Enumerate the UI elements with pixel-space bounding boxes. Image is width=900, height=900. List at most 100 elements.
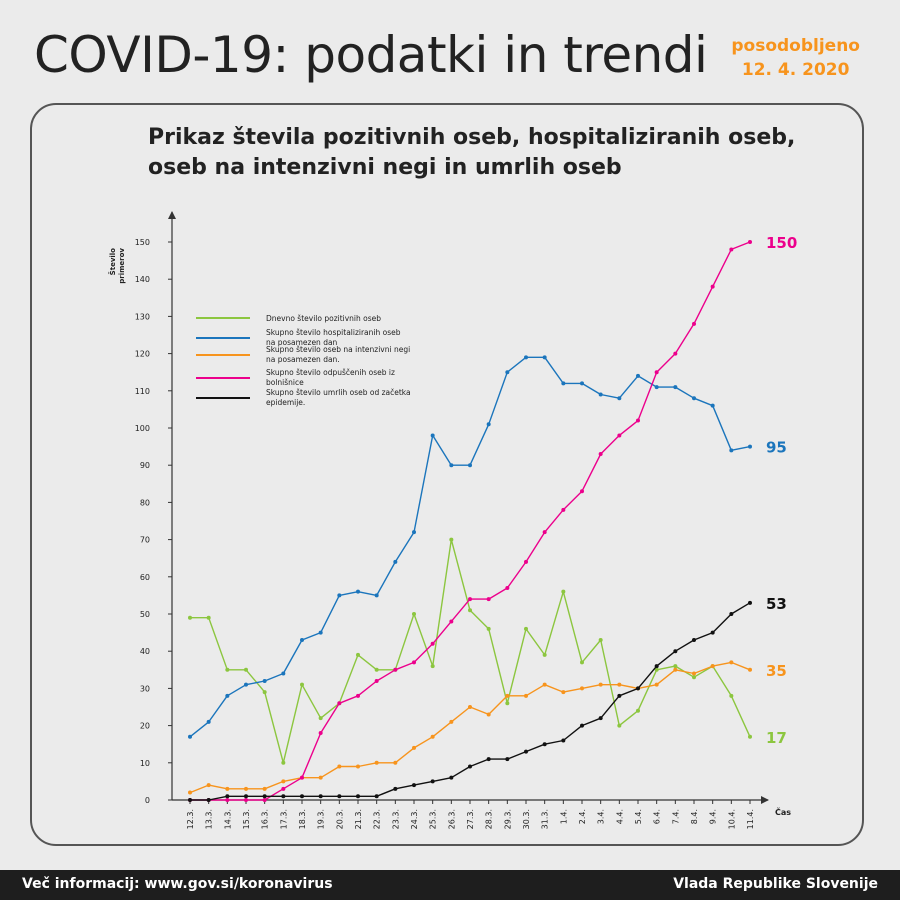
x-tick-label: 17.3. <box>279 809 288 829</box>
data-point <box>729 660 734 665</box>
data-point <box>374 678 379 683</box>
data-point <box>505 701 510 706</box>
y-tick-label: 150 <box>135 238 150 247</box>
line-chart: 0 10 20 30 40 50 60 70 80 90 100 110 120 130 140 150 Šte… <box>108 211 797 829</box>
footer-more-info: Več informacij: www.gov.si/koronavirus <box>22 876 333 892</box>
data-point <box>281 786 286 791</box>
series-end-label: 35 <box>766 662 787 680</box>
data-point <box>300 794 304 799</box>
x-tick-label: 26.3. <box>447 809 456 829</box>
data-point <box>393 786 398 791</box>
data-point <box>673 667 678 672</box>
data-point <box>206 798 211 802</box>
data-point <box>412 745 416 750</box>
data-point <box>337 764 342 769</box>
y-tick-label: 80 <box>140 498 150 507</box>
x-tick-label: 25.3. <box>429 809 438 829</box>
data-point <box>318 775 323 780</box>
data-point <box>393 667 398 672</box>
data-point <box>225 794 230 799</box>
data-point <box>468 463 472 468</box>
data-point <box>524 693 528 698</box>
data-point <box>598 716 603 721</box>
data-point <box>244 667 248 672</box>
data-point <box>468 764 472 769</box>
data-point <box>244 794 248 799</box>
updated-info: posodobljeno 12. 4. 2020 <box>731 34 860 82</box>
data-point <box>561 381 566 386</box>
data-point <box>393 760 398 765</box>
data-point <box>281 779 286 784</box>
series-end-label: 53 <box>766 595 787 613</box>
data-point <box>318 716 323 721</box>
x-tick-label: 8.4. <box>690 809 699 824</box>
data-point <box>374 760 379 765</box>
x-tick-label: 23.3. <box>391 809 400 829</box>
data-point <box>486 712 491 717</box>
x-tick-label: 20.3. <box>335 809 344 829</box>
data-point <box>748 240 752 244</box>
y-axis-label-line2: primerov <box>118 248 126 284</box>
data-point <box>561 738 566 743</box>
x-tick-label: 9.4. <box>709 809 718 824</box>
data-point <box>486 597 491 602</box>
data-point <box>654 370 659 375</box>
x-tick-label: 15.3. <box>242 809 251 829</box>
data-point <box>374 593 379 598</box>
x-tick-label: 12.3. <box>186 809 195 829</box>
data-point <box>654 667 659 672</box>
footer-bar: Več informacij: www.gov.si/koronavirus V… <box>0 870 900 900</box>
x-tick-label: 28.3. <box>485 809 494 829</box>
series-line <box>190 602 751 801</box>
data-point <box>262 798 267 802</box>
x-tick-label: 27.3. <box>466 809 475 829</box>
x-tick-label: 31.3. <box>541 809 550 829</box>
data-point <box>318 794 323 799</box>
data-point <box>262 794 267 799</box>
x-tick-label: 21.3. <box>354 809 363 829</box>
data-point <box>561 507 566 512</box>
data-point <box>468 608 472 613</box>
data-point <box>617 396 622 401</box>
data-point <box>673 664 678 669</box>
y-tick-label: 100 <box>135 424 150 433</box>
data-point <box>561 589 566 594</box>
data-point <box>468 597 472 602</box>
data-point <box>356 764 360 769</box>
page-title: COVID-19: podatki in trendi <box>34 26 708 84</box>
updated-label: posodobljeno <box>731 36 860 56</box>
data-point <box>692 321 696 326</box>
data-point <box>748 444 752 449</box>
data-point <box>580 686 584 691</box>
x-tick-label: 16.3. <box>261 809 270 829</box>
data-point <box>636 708 640 713</box>
data-point <box>692 638 696 643</box>
data-point <box>337 794 342 799</box>
data-point <box>188 798 192 802</box>
data-point <box>710 284 715 289</box>
data-point <box>318 630 323 635</box>
data-point <box>300 682 304 687</box>
data-point <box>505 585 510 590</box>
data-point <box>262 678 267 683</box>
data-point <box>542 355 547 360</box>
chart-title: Prikaz števila pozitivnih oseb, hospital… <box>148 125 796 180</box>
data-point <box>486 757 491 762</box>
y-tick-label: 0 <box>145 796 150 805</box>
data-point <box>337 593 342 598</box>
data-point <box>673 649 678 654</box>
data-point <box>636 418 640 423</box>
data-point <box>356 794 360 799</box>
data-point <box>542 652 547 657</box>
data-point <box>580 489 584 494</box>
data-point <box>449 463 454 468</box>
data-point <box>412 612 416 616</box>
x-tick-label: 18.3. <box>298 809 307 829</box>
x-tick-label: 19.3. <box>317 809 326 829</box>
x-tick-label: 24.3. <box>410 809 419 829</box>
data-point <box>617 723 622 728</box>
data-point <box>636 686 640 691</box>
data-point <box>300 775 304 780</box>
data-point <box>710 403 715 408</box>
data-point <box>206 615 211 620</box>
